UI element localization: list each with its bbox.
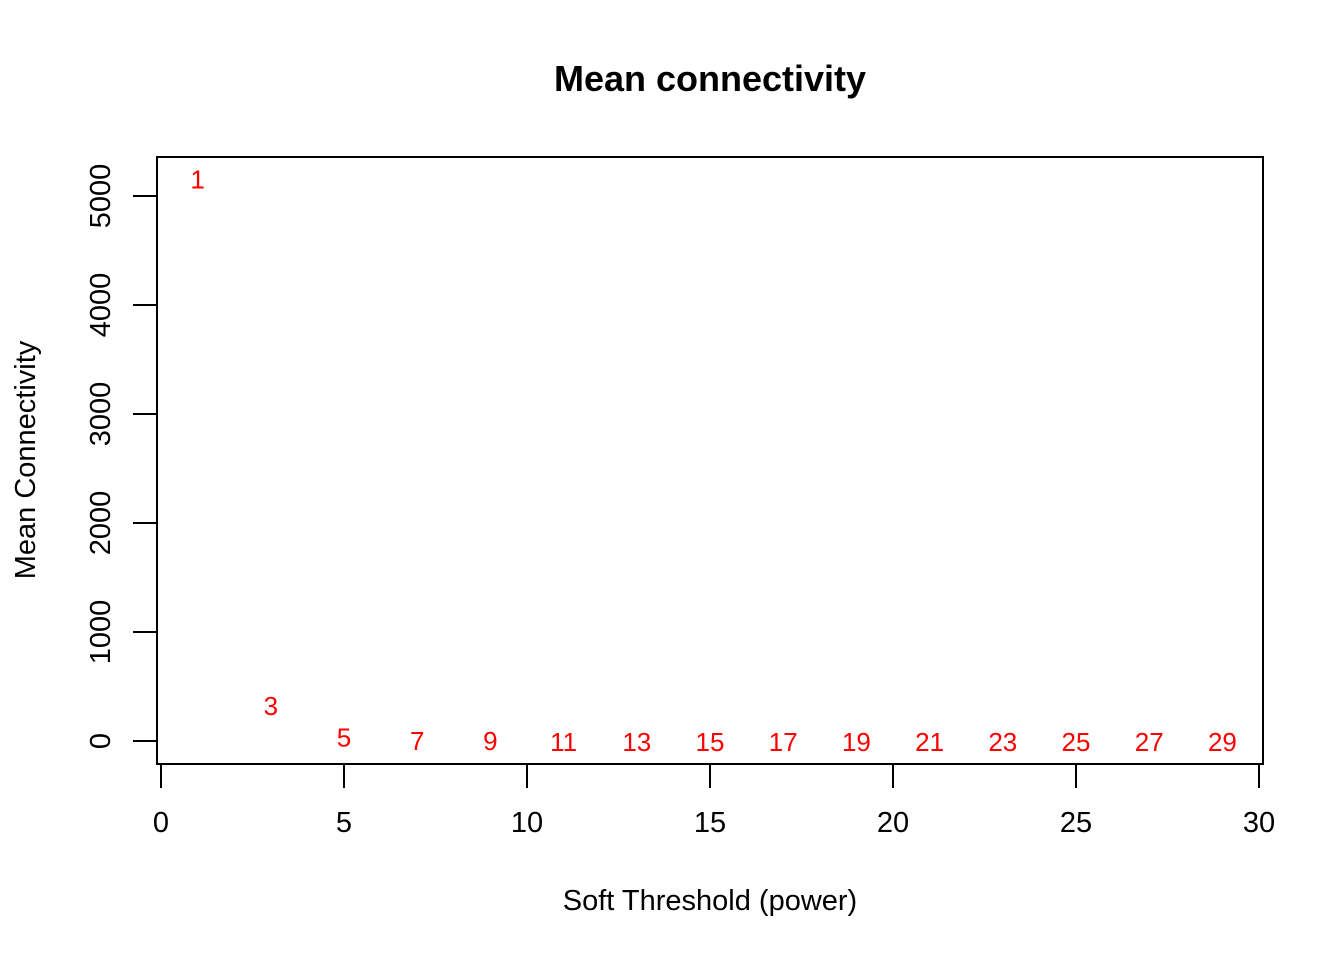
point-label: 5 [337, 723, 351, 753]
y-tick-label: 1000 [85, 600, 117, 665]
x-axis: 0 5 10 15 20 25 30 [153, 763, 1275, 839]
point-label: 19 [842, 727, 871, 757]
x-tick-label: 20 [877, 807, 909, 839]
x-tick-label: 10 [511, 807, 543, 839]
x-tick-label: 30 [1243, 807, 1275, 839]
point-label: 29 [1208, 727, 1237, 757]
point-label: 25 [1062, 727, 1091, 757]
chart-title: Mean connectivity [554, 58, 866, 99]
point-label: 1 [190, 165, 204, 195]
y-axis: 0 1000 2000 3000 4000 5000 [85, 164, 158, 749]
y-tick-label: 5000 [85, 164, 117, 229]
data-points: 135 7 9 11 13 15 17 19 21 23 25 27 29 [190, 165, 1236, 757]
point-label: 15 [696, 727, 725, 757]
y-tick-label: 2000 [85, 491, 117, 556]
y-tick-label: 4000 [85, 273, 117, 338]
x-tick-label: 25 [1060, 807, 1092, 839]
x-tick-label: 5 [336, 807, 352, 839]
x-axis-label: Soft Threshold (power) [563, 885, 857, 917]
x-tick-label: 0 [153, 807, 169, 839]
y-tick-label: 0 [85, 733, 117, 749]
point-label: 3 [264, 691, 278, 721]
point-label: 17 [769, 727, 798, 757]
point-label: 23 [988, 727, 1017, 757]
point-label: 7 [410, 726, 424, 756]
point-label: 27 [1135, 727, 1164, 757]
point-label: 11 [550, 727, 577, 757]
plot-frame [156, 156, 1264, 765]
x-tick-label: 15 [694, 807, 726, 839]
y-tick-label: 3000 [85, 382, 117, 447]
point-label: 9 [483, 726, 497, 756]
y-axis-label: Mean Connectivity [10, 340, 42, 579]
point-label: 21 [915, 727, 944, 757]
point-label: 13 [622, 727, 651, 757]
